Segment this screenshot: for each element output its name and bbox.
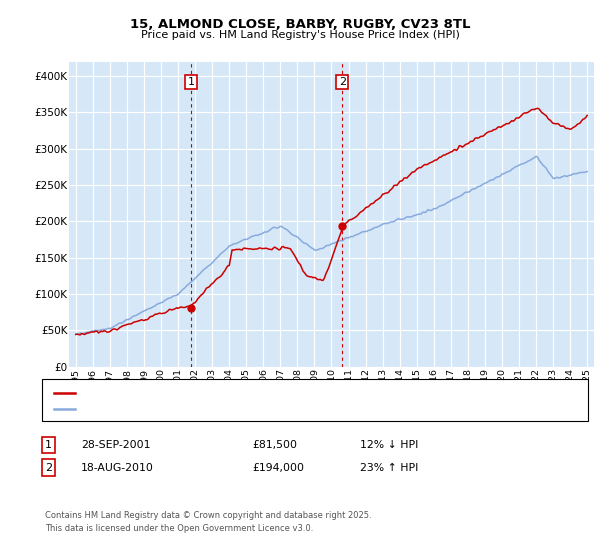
Text: £81,500: £81,500 xyxy=(252,440,297,450)
Text: £194,000: £194,000 xyxy=(252,463,304,473)
Text: 18-AUG-2010: 18-AUG-2010 xyxy=(81,463,154,473)
Text: 23% ↑ HPI: 23% ↑ HPI xyxy=(360,463,418,473)
Text: 2: 2 xyxy=(338,77,346,87)
Text: 2: 2 xyxy=(45,463,52,473)
Text: 1: 1 xyxy=(187,77,194,87)
Text: 12% ↓ HPI: 12% ↓ HPI xyxy=(360,440,418,450)
Text: 1: 1 xyxy=(45,440,52,450)
Text: 28-SEP-2001: 28-SEP-2001 xyxy=(81,440,151,450)
Text: Contains HM Land Registry data © Crown copyright and database right 2025.
This d: Contains HM Land Registry data © Crown c… xyxy=(45,511,371,533)
Text: HPI: Average price, semi-detached house, West Northamptonshire: HPI: Average price, semi-detached house,… xyxy=(78,404,402,414)
Text: Price paid vs. HM Land Registry's House Price Index (HPI): Price paid vs. HM Land Registry's House … xyxy=(140,30,460,40)
Text: 15, ALMOND CLOSE, BARBY, RUGBY, CV23 8TL (semi-detached house): 15, ALMOND CLOSE, BARBY, RUGBY, CV23 8TL… xyxy=(78,388,422,398)
Text: 15, ALMOND CLOSE, BARBY, RUGBY, CV23 8TL: 15, ALMOND CLOSE, BARBY, RUGBY, CV23 8TL xyxy=(130,17,470,31)
